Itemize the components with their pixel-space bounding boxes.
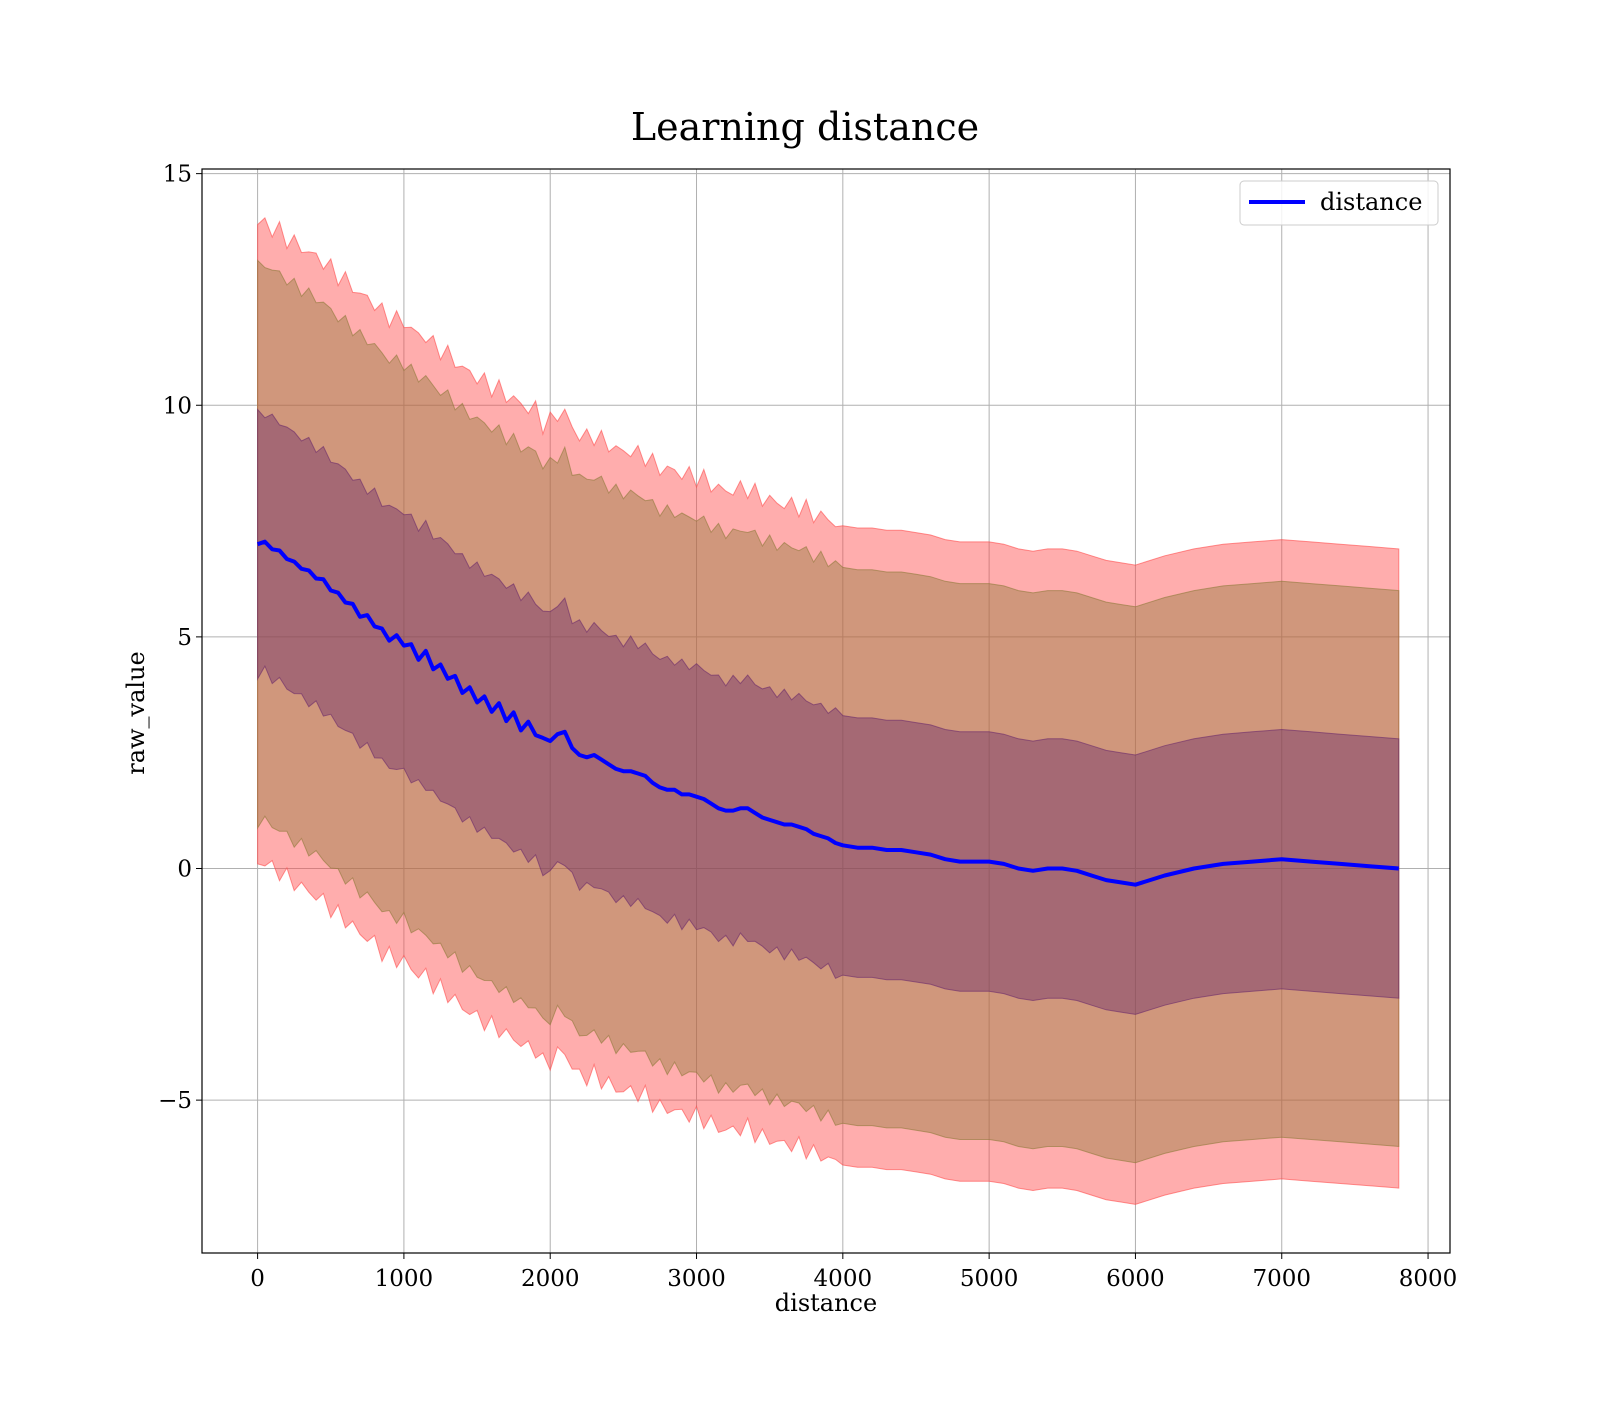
x-tick-label: 5000	[960, 1266, 1019, 1292]
legend: distance	[1239, 180, 1439, 226]
legend-label-distance: distance	[1320, 188, 1422, 216]
tick-layer: 0 1000 2000 3000 4000 5000 6000 7000 8000 15 10 5 0 −…	[158, 162, 1457, 1292]
y-tick-label: 15	[163, 162, 192, 188]
band-2	[257, 408, 1400, 1015]
chart-title: Learning distance	[631, 105, 979, 149]
legend-box	[1239, 180, 1439, 226]
plot-frame	[201, 168, 1451, 1254]
x-tick-label: 0	[250, 1266, 265, 1292]
line-layer	[256, 539, 1399, 887]
x-tick-label: 6000	[1106, 1266, 1165, 1292]
y-axis-label: raw_value	[122, 651, 150, 775]
y-tick-label: 5	[177, 625, 192, 651]
x-tick-label: 2000	[521, 1266, 580, 1292]
x-tick-label: 8000	[1399, 1266, 1458, 1292]
band-0	[257, 217, 1400, 1205]
y-tick-label: 0	[177, 857, 192, 883]
x-tick-label: 1000	[375, 1266, 434, 1292]
band-1	[257, 259, 1400, 1164]
band-layer	[257, 217, 1400, 1205]
x-tick-label: 4000	[814, 1266, 873, 1292]
series-line-distance	[256, 539, 1399, 887]
y-tick-label: 10	[163, 393, 192, 419]
x-tick-label: 7000	[1252, 1266, 1311, 1292]
x-axis-label: distance	[775, 1289, 877, 1317]
grid-layer	[202, 169, 1450, 1253]
x-tick-label: 3000	[667, 1266, 726, 1292]
y-tick-label: −5	[158, 1088, 192, 1114]
